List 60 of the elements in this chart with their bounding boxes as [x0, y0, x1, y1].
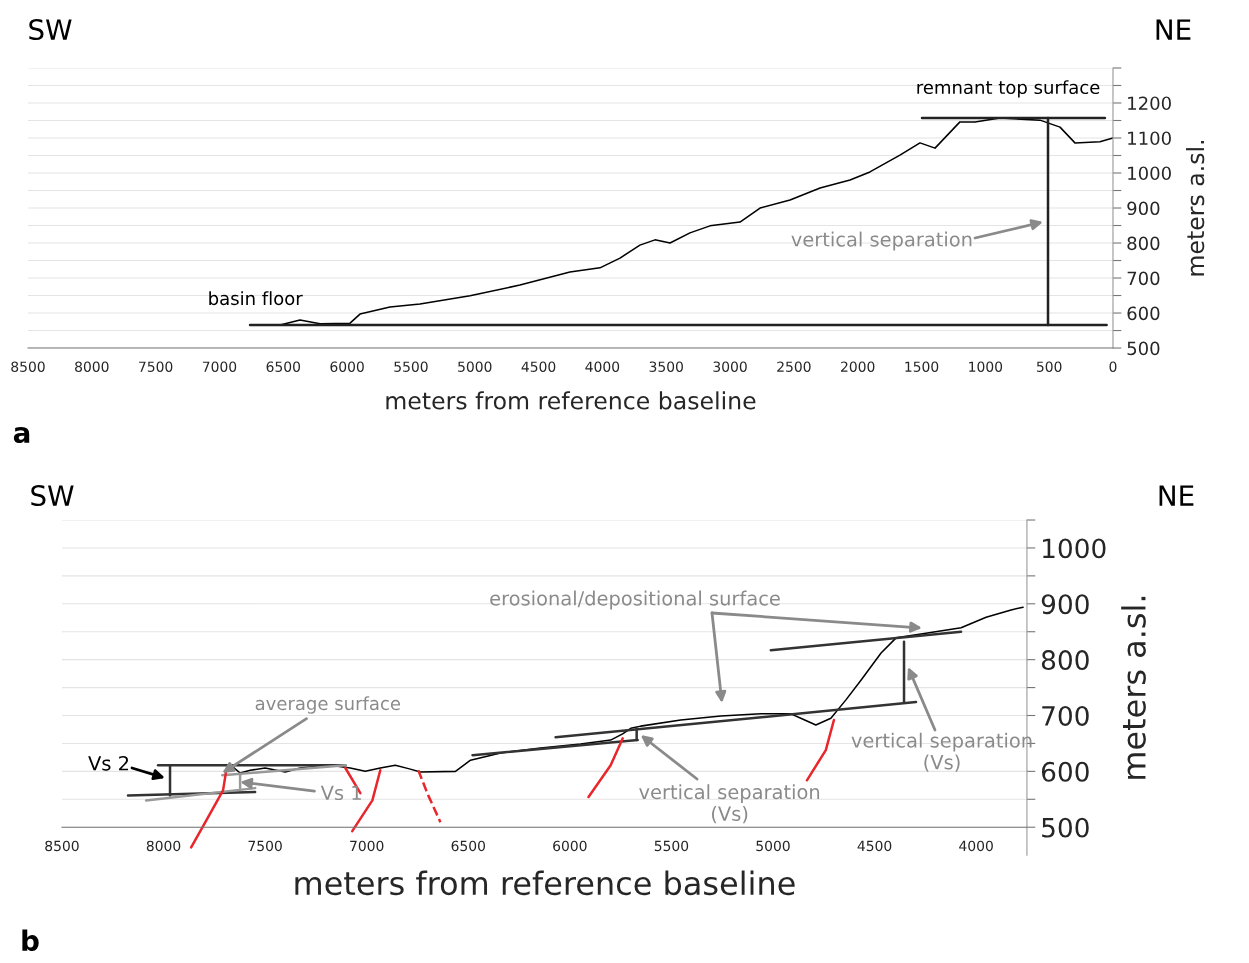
x-tick-label: 7000 — [350, 840, 384, 852]
x-tick-label: 5000 — [458, 361, 492, 372]
x-tick-label: 8000 — [75, 361, 109, 372]
annotation: remnant top surface — [917, 80, 1100, 98]
x-tick-label: 6500 — [266, 361, 301, 372]
annotation: vertical separation — [791, 231, 972, 251]
text: SW — [31, 485, 74, 507]
annotation: basin floor — [209, 291, 303, 306]
x-tick-label: 5500 — [654, 840, 689, 852]
x-tick-label: 7500 — [139, 361, 173, 372]
y-axis-title: meters a.sl. — [1121, 596, 1146, 779]
y-tick-label: 600 — [1041, 761, 1089, 782]
y-axis-title: meters a.sl. — [1186, 140, 1205, 276]
x-tick-label: 6500 — [451, 840, 486, 852]
y-tick-label: 700 — [1042, 705, 1089, 726]
y-tick-label: 700 — [1127, 271, 1160, 286]
annotation: Vs 2 — [88, 755, 129, 771]
text: NE — [1159, 485, 1194, 506]
x-tick-label: 3000 — [713, 361, 747, 372]
text: b — [22, 929, 39, 952]
text: a — [13, 427, 30, 444]
x-tick-label: 5000 — [756, 840, 790, 852]
x-tick-label: 0 — [1109, 361, 1117, 372]
y-tick-label: 900 — [1041, 594, 1089, 615]
x-tick-label: 6000 — [553, 840, 587, 852]
y-tick-label: 900 — [1127, 201, 1160, 216]
y-tick-label: 500 — [1127, 341, 1160, 356]
x-tick-label: 1500 — [905, 361, 939, 372]
x-tick-label: 8500 — [11, 361, 45, 372]
y-tick-label: 500 — [1042, 817, 1089, 838]
y-tick-label: 800 — [1127, 236, 1160, 251]
x-tick-label: 1000 — [969, 361, 1003, 372]
y-tick-label: 600 — [1127, 306, 1160, 321]
y-tick-label: 800 — [1041, 650, 1089, 671]
x-axis-title: meters from reference baseline — [295, 870, 795, 896]
x-tick-label: 8500 — [45, 840, 79, 852]
y-tick-label: 1200 — [1128, 96, 1171, 111]
x-tick-label: 4500 — [857, 840, 892, 852]
y-tick-label: 1100 — [1128, 131, 1171, 146]
text: NE — [1156, 19, 1191, 40]
x-axis-title: meters from reference baseline — [386, 391, 756, 410]
x-tick-label: 8000 — [146, 840, 181, 852]
annotation: vertical separation (Vs) — [639, 784, 820, 824]
text: SW — [29, 19, 72, 41]
x-tick-label: 4000 — [585, 361, 620, 372]
annotation: Vs 1 — [320, 785, 361, 801]
x-tick-label: 6000 — [330, 361, 364, 372]
x-tick-label: 7000 — [202, 361, 237, 372]
x-tick-label: 3500 — [649, 361, 683, 372]
annotation: average surface — [255, 696, 401, 714]
x-tick-label: 4000 — [959, 840, 993, 852]
annotation: vertical separation (Vs) — [851, 732, 1032, 772]
y-tick-label: 1000 — [1043, 538, 1106, 559]
y-tick-label: 1000 — [1128, 166, 1171, 181]
annotation: erosional/depositional surface — [490, 590, 780, 610]
x-tick-label: 5500 — [394, 361, 428, 372]
x-tick-label: 2000 — [841, 361, 875, 372]
x-tick-label: 4500 — [521, 361, 556, 372]
x-tick-label: 7500 — [248, 840, 282, 852]
x-tick-label: 2500 — [777, 361, 811, 372]
